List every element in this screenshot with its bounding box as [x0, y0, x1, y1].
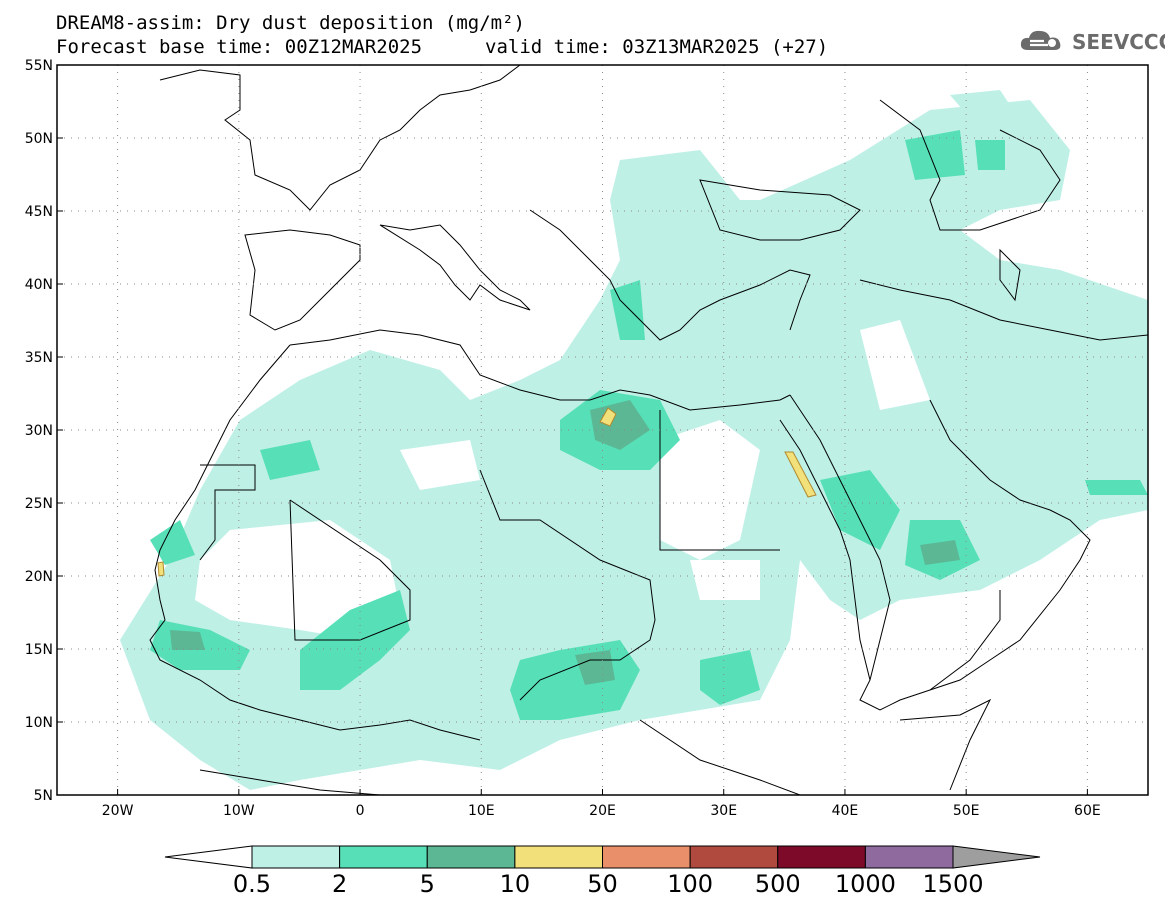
colorbar-label: 1500 — [922, 870, 983, 898]
colorbar-label: 2 — [332, 870, 347, 898]
colorbar-swatch — [251, 845, 341, 869]
colorbar-under-arrow — [164, 845, 253, 869]
axis-ticks: 20W 10W 0 10E 20E 30E 40E 50E 60E 55N 50N 45N 40N 35N… — [25, 58, 1101, 819]
cloud-logo-icon — [1018, 26, 1068, 58]
map-frame — [56, 64, 1149, 796]
colorbar-swatch — [602, 845, 691, 869]
clear-areas — [195, 320, 930, 700]
colorbar-label: 100 — [667, 870, 713, 898]
lon-tick-label: 20E — [589, 803, 616, 819]
dust-level-10 — [157, 407, 817, 577]
colorbar-label: 1000 — [835, 870, 896, 898]
colorbar-label: 0.5 — [233, 870, 271, 898]
colorbar-over-arrow — [952, 845, 1041, 869]
lat-tick-label: 10N — [25, 715, 53, 731]
valid-time: valid time: 03Z13MAR2025 (+27) — [485, 36, 829, 58]
colorbar-swatch — [426, 845, 516, 869]
lon-tick-label: 40E — [832, 803, 859, 819]
colorbar-swatch — [777, 845, 866, 869]
lon-tick-label: 60E — [1074, 803, 1101, 819]
colorbar-swatch — [514, 845, 603, 869]
lon-tick-label: 30E — [710, 803, 737, 819]
lat-tick-label: 5N — [34, 788, 53, 804]
lat-tick-label: 45N — [25, 204, 53, 220]
colorbar-label: 5 — [420, 870, 435, 898]
dust-fields — [120, 65, 1148, 795]
logo-text: SEEVCCC — [1072, 30, 1165, 54]
colorbar-swatch — [864, 845, 954, 869]
lat-tick-label: 35N — [25, 350, 53, 366]
colorbar-swatch — [689, 845, 779, 869]
grid-lines — [57, 65, 1148, 795]
colorbar-label: 500 — [755, 870, 801, 898]
seevccc-logo: SEEVCCC — [1018, 26, 1165, 58]
lat-tick-label: 40N — [25, 277, 53, 293]
coastlines — [149, 65, 1148, 795]
lon-tick-label: 10E — [468, 803, 495, 819]
colorbar: 0.5 2 5 10 50 100 500 1000 1500 — [164, 845, 1041, 898]
lat-tick-label: 20N — [25, 569, 53, 585]
colorbar-label: 50 — [587, 870, 618, 898]
lat-tick-label: 55N — [25, 58, 53, 74]
lon-tick-label: 50E — [953, 803, 980, 819]
lon-tick-label: 0 — [356, 803, 365, 819]
lat-tick-label: 25N — [25, 496, 53, 512]
colorbar-label: 10 — [500, 870, 531, 898]
lat-tick-label: 30N — [25, 423, 53, 439]
lat-tick-label: 50N — [25, 131, 53, 147]
map-title: DREAM8-assim: Dry dust deposition (mg/m²… — [56, 12, 525, 34]
colorbar-swatch — [339, 845, 428, 869]
lon-tick-label: 10W — [223, 803, 255, 819]
lon-tick-label: 20W — [102, 803, 134, 819]
lat-tick-label: 15N — [25, 642, 53, 658]
forecast-base-time: Forecast base time: 00Z12MAR2025 — [56, 36, 423, 58]
